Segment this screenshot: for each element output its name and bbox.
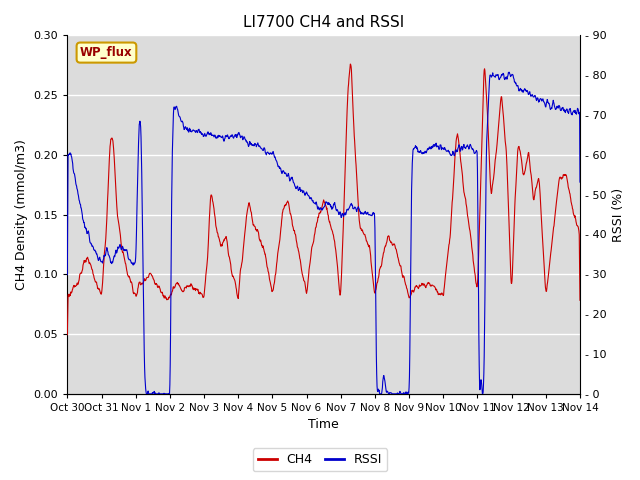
Legend: CH4, RSSI: CH4, RSSI <box>253 448 387 471</box>
Text: WP_flux: WP_flux <box>80 46 132 59</box>
Y-axis label: CH4 Density (mmol/m3): CH4 Density (mmol/m3) <box>15 139 28 290</box>
Title: LI7700 CH4 and RSSI: LI7700 CH4 and RSSI <box>243 15 404 30</box>
Y-axis label: RSSI (%): RSSI (%) <box>612 188 625 241</box>
X-axis label: Time: Time <box>308 419 339 432</box>
